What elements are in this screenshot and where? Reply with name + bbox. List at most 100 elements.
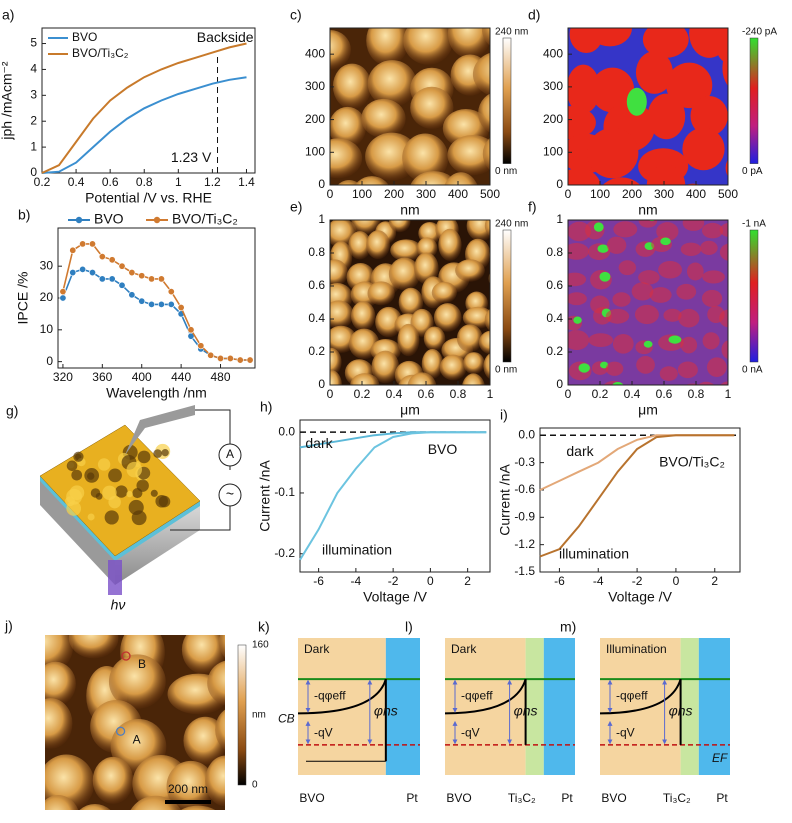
data-point (98, 275, 106, 283)
patch (568, 221, 591, 242)
x-tick-label: 1 (725, 387, 732, 401)
patch (676, 283, 697, 300)
y-tick-label: 100 (543, 144, 563, 158)
grain (361, 98, 406, 139)
afm-image (45, 635, 225, 810)
x-axis-label: Potential /V vs. RHE (85, 190, 212, 206)
grain (402, 133, 449, 183)
data-point (138, 272, 146, 280)
grain (433, 303, 462, 332)
data-point (79, 240, 87, 248)
patch (606, 236, 627, 254)
y-tick-label: 1 (318, 212, 325, 226)
x-tick-label: 200 (384, 187, 404, 201)
x-tick-label: 0.6 (102, 175, 119, 189)
height-label: φns (669, 703, 693, 719)
x-tick-label: 1.4 (238, 175, 255, 189)
grain (646, 164, 686, 185)
y-tick-label: 0 (556, 377, 563, 391)
x-tick-label: -6 (313, 574, 324, 588)
patch (597, 244, 609, 253)
legend-label: BVO/Ti₃C₂ (72, 46, 129, 60)
grain (68, 635, 119, 659)
grain (462, 373, 485, 385)
plot-frame (299, 419, 491, 573)
patch (656, 222, 679, 241)
colorbar (502, 229, 512, 363)
data-point (138, 297, 146, 305)
legend-marker (75, 216, 83, 224)
plot-frame (567, 219, 729, 386)
data-point (108, 256, 116, 264)
grain (166, 760, 216, 810)
x-tick-label: 400 (132, 370, 152, 384)
grain (218, 635, 225, 658)
layer-label: Pt (716, 791, 728, 805)
grain (350, 301, 376, 331)
film-grain (90, 488, 101, 498)
annotation: illumination (322, 541, 392, 557)
patch (634, 304, 659, 325)
patch (678, 308, 700, 328)
grain (635, 51, 673, 94)
patch (568, 292, 587, 306)
y-tick-label: -0.9 (514, 509, 535, 523)
slab-side (40, 480, 115, 585)
data-point (246, 356, 254, 364)
grain (180, 805, 216, 810)
source-label: ~ (226, 486, 234, 502)
panel-label: m) (560, 619, 576, 635)
grain (482, 137, 490, 171)
grain (330, 106, 367, 148)
x-tick-label: -4 (593, 574, 604, 588)
probe-point (115, 726, 126, 736)
film-grain (136, 479, 149, 492)
grain (416, 237, 438, 259)
y-tick-label: 300 (305, 79, 325, 93)
x-tick-label: 0.4 (624, 387, 641, 401)
grain (183, 716, 225, 765)
plot-frame (567, 27, 729, 186)
x-axis-label: μm (400, 402, 420, 418)
x-tick-label: 2 (711, 574, 718, 588)
source (218, 483, 242, 507)
x-tick-label: 0 (327, 187, 334, 201)
colorbar-label: 0 nA (742, 365, 763, 376)
y-tick-label: 0 (556, 177, 563, 191)
patch (660, 237, 671, 246)
patch (729, 223, 741, 230)
y-tick-label: 0.6 (546, 278, 563, 292)
colorbar-label: 240 nm (495, 27, 528, 38)
x-tick-label: 0.2 (592, 387, 609, 401)
grain (462, 306, 490, 329)
grain (484, 220, 490, 237)
panel-label: e) (290, 199, 302, 215)
plot-frame (41, 27, 256, 174)
data-point (197, 342, 205, 350)
grain (568, 64, 601, 114)
grain (587, 127, 639, 179)
patch (638, 220, 658, 228)
afm-image (568, 220, 741, 385)
patch (682, 220, 705, 231)
data-point (88, 269, 96, 277)
layer-label: BVO (299, 791, 324, 805)
patch (701, 289, 723, 307)
patch (698, 381, 715, 385)
light-label: hν (111, 597, 126, 613)
grain (483, 353, 490, 380)
y-tick-label: 0.2 (308, 344, 325, 358)
band-bending (444, 678, 527, 715)
colorbar-label: -240 pA (742, 27, 777, 38)
film-grain (71, 469, 83, 481)
data-line (539, 434, 735, 558)
y-tick-label: 0.4 (308, 311, 325, 325)
grain (444, 172, 478, 185)
grain (690, 95, 728, 136)
patch (578, 363, 590, 373)
spot (626, 87, 647, 116)
x-tick-label: 0.8 (450, 387, 467, 401)
panel-label: h) (260, 399, 272, 415)
colorbar-label: 240 nm (495, 219, 528, 230)
data-point (128, 291, 136, 299)
